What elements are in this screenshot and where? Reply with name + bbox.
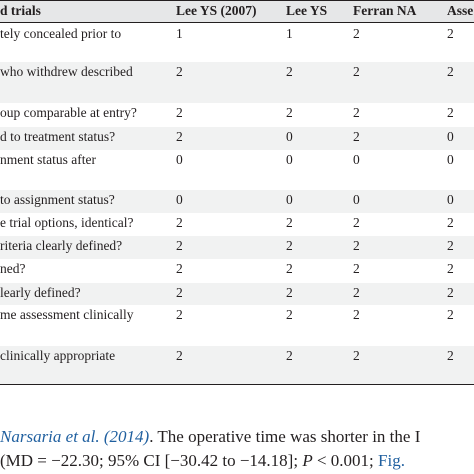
score-cell: 2 [353,105,360,120]
score-cell: 2 [176,129,183,144]
row-shade [0,62,474,103]
score-cell: 2 [447,285,454,300]
score-cell: 2 [176,307,183,322]
citation-link[interactable]: Narsaria et al. (2014) [0,427,150,446]
criterion-label: who withdrew described [0,64,133,79]
criterion-label: me assessment clinically [0,307,134,322]
criterion-label: clinically appropriate [0,348,116,363]
score-cell: 2 [353,238,360,253]
score-cell: 2 [286,238,293,253]
header-lee-ys-2007: Lee YS (2007) [176,3,257,18]
header-assessment: Asse [447,3,474,18]
row-shade [0,127,474,150]
score-cell: 2 [447,215,454,230]
score-cell: 2 [447,307,454,322]
score-cell: 2 [176,285,183,300]
score-cell: 2 [286,307,293,322]
p-symbol: P [302,451,313,470]
score-cell: 0 [447,152,454,167]
row-shade [0,346,474,384]
score-cell: 2 [447,26,454,41]
score-cell: 0 [353,192,360,207]
row-shade [0,283,474,305]
score-cell: 0 [286,129,293,144]
row-shade [0,236,474,259]
score-cell: 2 [286,285,293,300]
quality-assessment-table: d trials Lee YS (2007) Lee YS Ferran NA … [0,0,474,385]
score-cell: 0 [286,192,293,207]
score-cell: 2 [447,261,454,276]
header-lee-ys: Lee YS [286,3,328,18]
table-bottom-rule [0,384,474,385]
score-cell: 2 [286,105,293,120]
score-cell: 2 [176,105,183,120]
score-cell: 1 [176,26,183,41]
score-cell: 0 [447,129,454,144]
score-cell: 2 [353,64,360,79]
body-text-line-2: (MD = −22.30; 95% CI [−30.42 to −14.18];… [0,450,405,472]
score-cell: 2 [353,215,360,230]
score-cell: 2 [176,215,183,230]
score-cell: 2 [353,307,360,322]
score-cell: 2 [353,129,360,144]
score-cell: 0 [447,192,454,207]
table-top-rule [0,0,474,1]
header-criteria: d trials [0,3,41,18]
table-header-band [0,0,474,22]
body-text-2b: < 0.001; [312,451,379,470]
score-cell: 2 [286,261,293,276]
score-cell: 0 [176,152,183,167]
table-header-rule [0,22,474,23]
score-cell: 2 [447,238,454,253]
figure-link[interactable]: Fig. [378,451,405,470]
header-ferran-na: Ferran NA [353,3,417,18]
body-text-1: . The operative time was shorter in the … [149,427,421,446]
criterion-label: learly defined? [0,285,81,300]
score-cell: 2 [286,64,293,79]
criterion-label: riteria clearly defined? [0,238,123,253]
score-cell: 0 [286,152,293,167]
row-shade [0,190,474,213]
score-cell: 2 [353,348,360,363]
score-cell: 2 [447,105,454,120]
score-cell: 2 [353,261,360,276]
body-text-line-1: Narsaria et al. (2014). The operative ti… [0,426,420,448]
criterion-label: d to treatment status? [0,129,116,144]
score-cell: 2 [286,348,293,363]
criterion-label: e trial options, identical? [0,215,134,230]
score-cell: 2 [447,348,454,363]
score-cell: 2 [176,261,183,276]
criterion-label: nment status after [0,152,96,167]
score-cell: 2 [176,64,183,79]
score-cell: 0 [176,192,183,207]
score-cell: 2 [353,285,360,300]
score-cell: 2 [447,64,454,79]
criterion-label: ned? [0,261,26,276]
score-cell: 0 [353,152,360,167]
criterion-label: to assignment status? [0,192,115,207]
score-cell: 2 [286,215,293,230]
score-cell: 2 [176,238,183,253]
criterion-label: oup comparable at entry? [0,105,137,120]
criterion-label: tely concealed prior to [0,26,122,41]
score-cell: 2 [353,26,360,41]
score-cell: 2 [176,348,183,363]
score-cell: 1 [286,26,293,41]
body-text-2a: (MD = −22.30; 95% CI [−30.42 to −14.18]; [0,451,303,470]
